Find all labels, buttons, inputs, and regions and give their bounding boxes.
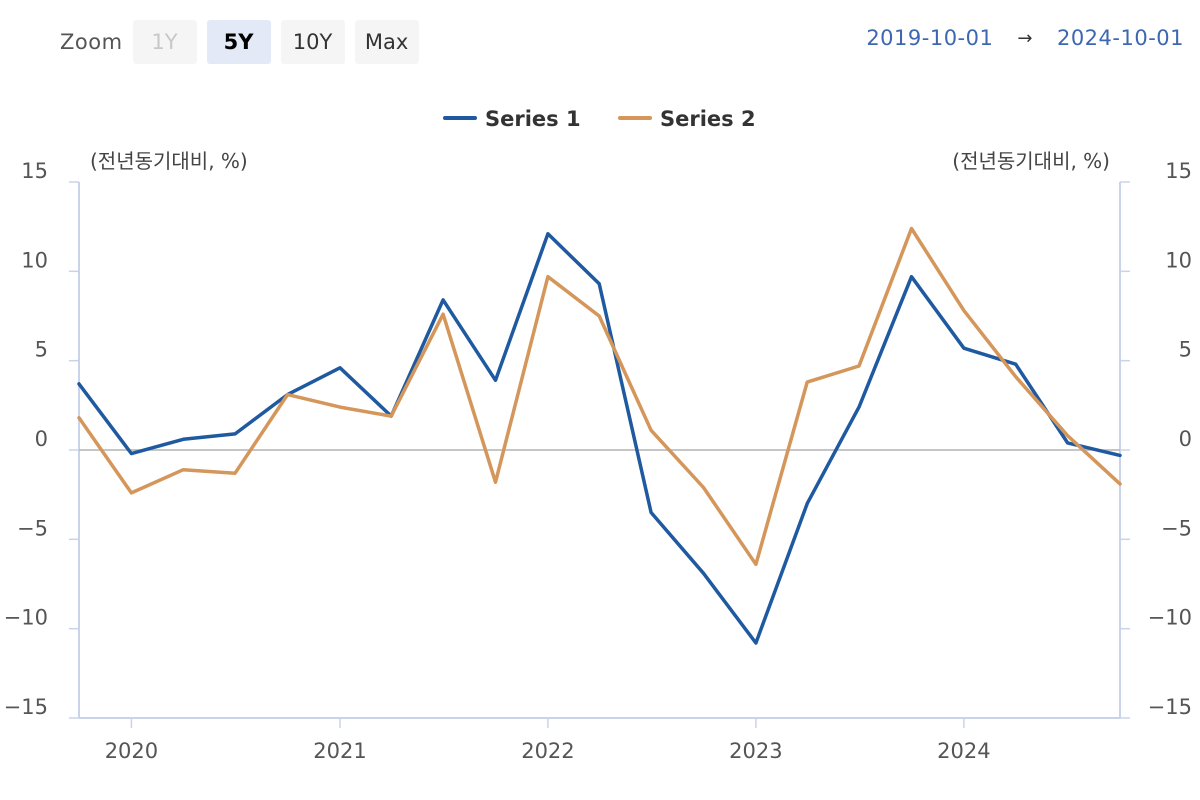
date-range: 2019-10-01 → 2024-10-01 (866, 26, 1184, 50)
zoom-1y-button[interactable]: 1Y (132, 20, 197, 64)
left-y-tick-label: −5 (17, 516, 48, 540)
left-y-tick-label: 15 (21, 159, 48, 183)
right-y-tick-label: −15 (1148, 695, 1192, 719)
series-2-line (77, 226, 1122, 567)
range-from-date[interactable]: 2019-10-01 (866, 26, 994, 50)
x-tick-label: 2021 (313, 739, 366, 763)
series-1-line (77, 232, 1122, 645)
left-axis-unit: (전년동기대비, %) (90, 149, 248, 173)
axes (69, 181, 1130, 728)
legend-item-series-2[interactable]: Series 2 (618, 107, 756, 131)
x-tick-label: 2022 (521, 739, 574, 763)
right-y-tick-label: −5 (1161, 516, 1192, 540)
legend-series-2-label: Series 2 (660, 107, 756, 131)
left-y-tick-label: 10 (21, 248, 48, 272)
tick-labels: 15 15 10 10 5 5 0 0 −5 −5 −10 −10 −15 −15 2020 2021 2022… (4, 159, 1192, 763)
range-arrow-icon: → (1017, 27, 1033, 49)
right-y-tick-label: 15 (1165, 159, 1192, 183)
right-y-tick-label: 10 (1165, 248, 1192, 272)
legend: Series 1 Series 2 (443, 107, 756, 131)
zoom-5y-button[interactable]: 5Y (206, 20, 271, 64)
left-y-tick-label: 0 (35, 427, 48, 451)
x-tick-label: 2020 (105, 739, 158, 763)
left-y-tick-label: 5 (35, 338, 48, 362)
left-y-tick-label: −10 (4, 606, 48, 630)
legend-series-1-label: Series 1 (485, 107, 581, 131)
legend-item-series-1[interactable]: Series 1 (443, 107, 581, 131)
x-tick-label: 2024 (937, 739, 990, 763)
right-y-tick-label: 0 (1179, 427, 1192, 451)
zoom-max-button[interactable]: Max (354, 20, 419, 64)
x-tick-label: 2023 (729, 739, 782, 763)
range-to-date[interactable]: 2024-10-01 (1056, 26, 1184, 50)
zoom-label: Zoom (60, 30, 123, 54)
right-y-tick-label: −10 (1148, 606, 1192, 630)
left-y-tick-label: −15 (4, 695, 48, 719)
right-axis-unit: (전년동기대비, %) (952, 149, 1110, 173)
zoom-10y-button[interactable]: 10Y (280, 20, 345, 64)
zoom-bar: Zoom 1Y 5Y 10Y Max (60, 20, 429, 64)
right-y-tick-label: 5 (1179, 338, 1192, 362)
series-lines (77, 226, 1122, 645)
